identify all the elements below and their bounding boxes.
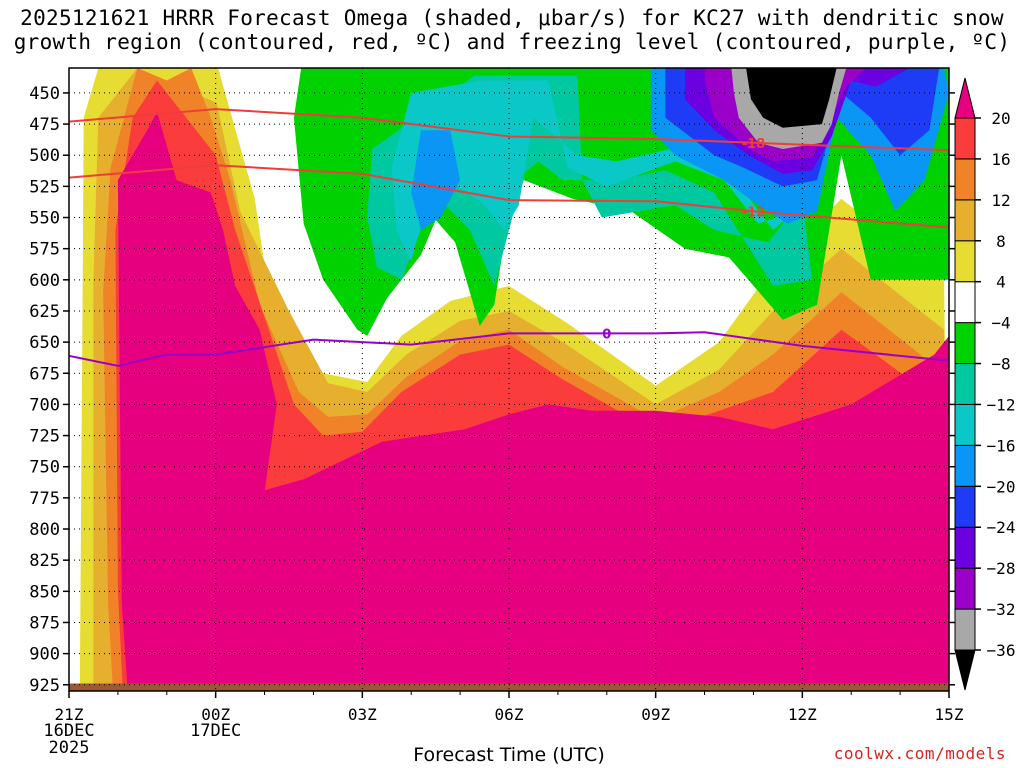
y-tick-label: 725: [29, 427, 60, 447]
y-tick-label: 900: [29, 645, 60, 665]
colorbar-max-arrow: [954, 77, 976, 119]
y-tick-label: 675: [29, 364, 60, 384]
contour-lines: -18 -12 0: [69, 108, 949, 367]
dgz-minus12-label: -12: [742, 205, 766, 220]
colorbar-label: 16: [991, 150, 1010, 169]
axes: 450 475 500 525 550 575 600 625 650 675 700 725 750 7…: [29, 67, 964, 724]
x-axis-label: Forecast Time (UTC): [413, 744, 605, 766]
colorbar: −36 −32 −28 −24 −20 −16 −12 −8 −4 4 8 12 16 20: [954, 77, 1016, 691]
colorbar-segment: [954, 403, 976, 446]
colorbar-label: −8: [991, 355, 1010, 374]
y-tick-label: 550: [29, 209, 60, 229]
colorbar-label: 4: [996, 273, 1006, 292]
colorbar-label: 12: [991, 191, 1010, 210]
y-tick-label: 625: [29, 302, 60, 322]
colorbar-label: −36: [987, 641, 1016, 660]
shaded-omega-field: [69, 68, 949, 691]
colorbar-segment: [954, 567, 976, 610]
y-tick-label: 850: [29, 582, 60, 602]
source-credit: coolwx.com/models: [833, 744, 1006, 763]
omega-strong: [196, 335, 949, 691]
chart-title: 2025121621 HRRR Forecast Omega (shaded, …: [0, 6, 1024, 54]
colorbar-segment: [954, 363, 976, 405]
colorbar-segment: [954, 526, 976, 569]
x-tick-label: 12Z: [788, 705, 817, 724]
freezing-level-0-label: 0: [602, 327, 611, 342]
y-tick-label: 525: [29, 177, 60, 197]
y-tick-label: 825: [29, 551, 60, 571]
colorbar-label: −12: [987, 395, 1016, 414]
colorbar-label: 8: [996, 232, 1006, 251]
x-tick-label: 00Z: [201, 705, 230, 724]
colorbar-label: −20: [987, 477, 1016, 496]
gridlines: [68, 68, 950, 691]
colorbar-label: −28: [987, 559, 1016, 578]
x-tick-label: 06Z: [495, 705, 524, 724]
dgz-minus18-label: -18: [742, 137, 766, 152]
dgz-minus12-line: [69, 164, 949, 229]
colorbar-segment: [954, 117, 976, 160]
colorbar-segment: [954, 485, 976, 528]
freezing-level-0-line: [69, 331, 949, 367]
colorbar-segment: [954, 158, 976, 201]
x-tick-label: 03Z: [348, 705, 377, 724]
colorbar-segment: [954, 199, 976, 242]
x-date-label: 16DEC: [43, 721, 95, 741]
x-tick-label: 21Z: [55, 705, 84, 724]
y-tick-label: 875: [29, 613, 60, 633]
colorbar-label: −24: [987, 518, 1016, 537]
sinking-band-36: [746, 68, 837, 128]
chart-title-line-1: 2025121621 HRRR Forecast Omega (shaded, …: [20, 6, 1004, 30]
colorbar-min-arrow: [954, 649, 976, 691]
x-tick-label: 15Z: [935, 705, 964, 724]
sinking-band-12: [391, 80, 803, 262]
colorbar-segment: [954, 240, 976, 283]
colorbar-segment: [954, 322, 976, 365]
y-tick-label: 775: [29, 489, 60, 509]
terrain-strip: [69, 683, 949, 691]
y-tick-label: 650: [29, 333, 60, 353]
colorbar-segment: [954, 608, 976, 651]
x-date-label: 2025: [48, 738, 90, 758]
y-tick-label: 750: [29, 458, 60, 478]
colorbar-label: 20: [991, 109, 1010, 128]
y-tick-label: 700: [29, 395, 60, 415]
colorbar-segment: [954, 444, 976, 487]
chart-title-line-2: growth region (contoured, red, ºC) and f…: [13, 30, 1011, 54]
colorbar-label: −16: [987, 436, 1016, 455]
y-tick-label: 500: [29, 146, 60, 166]
colorbar-segment: [954, 281, 976, 324]
y-tick-label: 575: [29, 240, 60, 260]
dgz-minus18-line: [69, 108, 949, 152]
y-tick-label: 800: [29, 520, 60, 540]
sinking-band-16: [411, 130, 461, 230]
x-tick-label: 09Z: [641, 705, 670, 724]
omega-strong-left: [117, 111, 277, 691]
y-tick-label: 600: [29, 271, 60, 291]
colorbar-label: −4: [991, 314, 1010, 333]
y-tick-label: 925: [29, 676, 60, 696]
colorbar-label: −32: [987, 600, 1016, 619]
y-tick-label: 450: [29, 84, 60, 104]
x-date-label: 17DEC: [190, 721, 242, 741]
y-tick-label: 475: [29, 115, 60, 135]
